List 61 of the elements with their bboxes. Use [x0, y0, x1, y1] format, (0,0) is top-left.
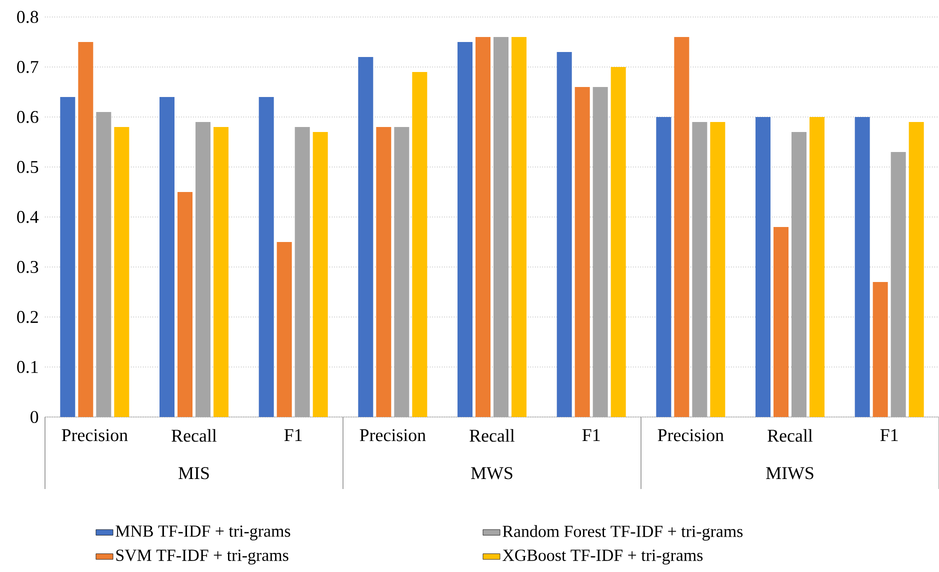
y-tick-label: 0.2 [17, 310, 38, 324]
bar [574, 87, 590, 417]
bar [394, 127, 410, 417]
x-tick-label: F1 [582, 429, 600, 442]
bar [376, 127, 392, 417]
x-tick-label: Recall [172, 429, 217, 442]
bar [556, 52, 572, 417]
x-tick-label: Precision [360, 429, 426, 442]
bar [214, 127, 228, 417]
bar [610, 67, 626, 417]
bar [458, 42, 473, 417]
x-tick-label: Recall [768, 429, 813, 442]
bar [512, 37, 527, 417]
y-tick-label: 0.4 [17, 210, 39, 224]
bar [908, 122, 924, 417]
bar [476, 37, 491, 417]
bar [592, 87, 608, 417]
x-tick-label: Precision [62, 429, 128, 442]
bar [890, 152, 906, 417]
bar [160, 97, 174, 417]
y-tick-label: 0.5 [17, 160, 38, 174]
bar [674, 37, 690, 417]
bar [60, 97, 76, 417]
bar [178, 192, 192, 417]
bar [312, 132, 328, 417]
bar [494, 37, 509, 417]
text: MIWS [766, 467, 814, 480]
y-tick-label: 0 [30, 410, 38, 424]
legend-label: SVM TF-IDF + tri-grams [116, 550, 288, 564]
bar [710, 122, 726, 417]
legend-label: MNB TF-IDF + tri-grams [116, 525, 290, 540]
x-tick-label: Recall [470, 429, 515, 442]
y-tick-label: 0.3 [17, 260, 38, 274]
bar [294, 127, 310, 417]
bar [872, 282, 888, 417]
bar [258, 97, 274, 417]
bar [412, 72, 428, 417]
text: MIS [178, 467, 209, 480]
bar [78, 42, 94, 417]
text: MWS [471, 467, 512, 480]
bar [692, 122, 708, 417]
x-tick-label: F1 [284, 429, 302, 442]
y-tick-label: 0.7 [17, 60, 38, 74]
y-tick-label: 0.6 [17, 110, 38, 124]
bar [114, 127, 130, 417]
bar [96, 112, 112, 417]
legend-label: XGBoost TF-IDF + tri-grams [502, 550, 703, 564]
bar [756, 117, 771, 417]
bar [276, 242, 292, 417]
x-tick-label: F1 [880, 429, 898, 442]
x-tick-label: Precision [658, 429, 724, 442]
bar [774, 227, 789, 417]
bar [792, 132, 807, 417]
bar [854, 117, 870, 417]
y-tick-label: 0.1 [17, 360, 38, 374]
y-tick-label: 0.8 [17, 10, 38, 24]
bar [358, 57, 374, 417]
bar [656, 117, 672, 417]
bar [810, 117, 825, 417]
bar [196, 122, 210, 417]
legend-label: Random Forest TF-IDF + tri-grams [502, 525, 743, 541]
